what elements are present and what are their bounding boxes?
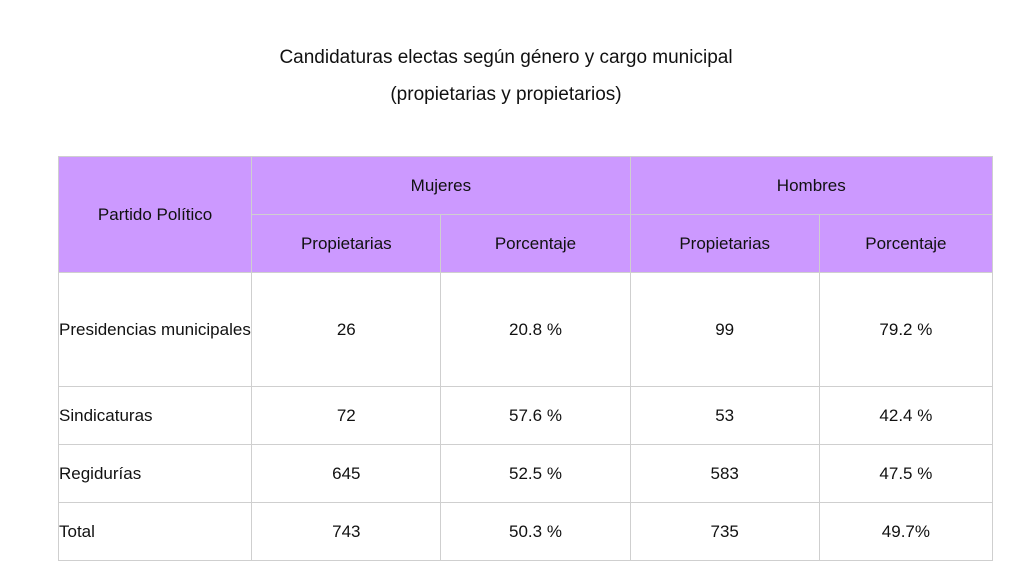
cell-hombres-porcentaje: 42.4 % (818, 386, 994, 445)
cell-mujeres-porcentaje: 57.6 % (440, 386, 631, 445)
cell-mujeres-propietarias: 72 (251, 386, 442, 445)
cell-mujeres-propietarias: 26 (251, 272, 442, 387)
cell-mujeres-porcentaje: 52.5 % (440, 444, 631, 503)
header-row-groups: Partido Político Mujeres Hombres (57, 156, 994, 273)
table-title: Candidaturas electas según género y carg… (279, 47, 733, 68)
subheader-hombres-propietarias: Propietarias (629, 214, 820, 273)
corner-header: Partido Político (57, 156, 253, 273)
table-row: Regidurías 645 52.5 % 583 47.5 % (57, 444, 994, 503)
row-label: Regidurías (57, 444, 253, 503)
cell-mujeres-propietarias: 743 (251, 502, 442, 561)
cell-hombres-propietarias: 99 (629, 272, 820, 387)
cell-mujeres-propietarias: 645 (251, 444, 442, 503)
row-label: Sindicaturas (57, 386, 253, 445)
cell-mujeres-porcentaje: 20.8 % (440, 272, 631, 387)
cell-hombres-porcentaje: 49.7% (818, 502, 994, 561)
subheader-hombres-porcentaje: Porcentaje (818, 214, 994, 273)
cell-mujeres-porcentaje: 50.3 % (440, 502, 631, 561)
cell-hombres-porcentaje: 47.5 % (818, 444, 994, 503)
cell-hombres-propietarias: 53 (629, 386, 820, 445)
table-row-total: Total 743 50.3 % 735 49.7% (57, 502, 994, 561)
table-row: Presidencias municipales 26 20.8 % 99 79… (57, 272, 994, 387)
subheader-mujeres-porcentaje: Porcentaje (440, 214, 631, 273)
cell-hombres-propietarias: 735 (629, 502, 820, 561)
group-header-hombres: Hombres (629, 156, 994, 215)
cell-hombres-porcentaje: 79.2 % (818, 272, 994, 387)
table-subtitle: (propietarias y propietarios) (390, 84, 622, 105)
table-row: Sindicaturas 72 57.6 % 53 42.4 % (57, 386, 994, 445)
row-label: Total (57, 502, 253, 561)
cell-hombres-propietarias: 583 (629, 444, 820, 503)
header-row-subcolumns: Propietarias Porcentaje Propietarias Por… (59, 214, 994, 273)
results-table: Partido Político Mujeres Hombres Propiet… (57, 156, 994, 561)
group-header-mujeres: Mujeres (251, 156, 631, 215)
subheader-mujeres-propietarias: Propietarias (251, 214, 442, 273)
row-label: Presidencias municipales (57, 272, 253, 387)
